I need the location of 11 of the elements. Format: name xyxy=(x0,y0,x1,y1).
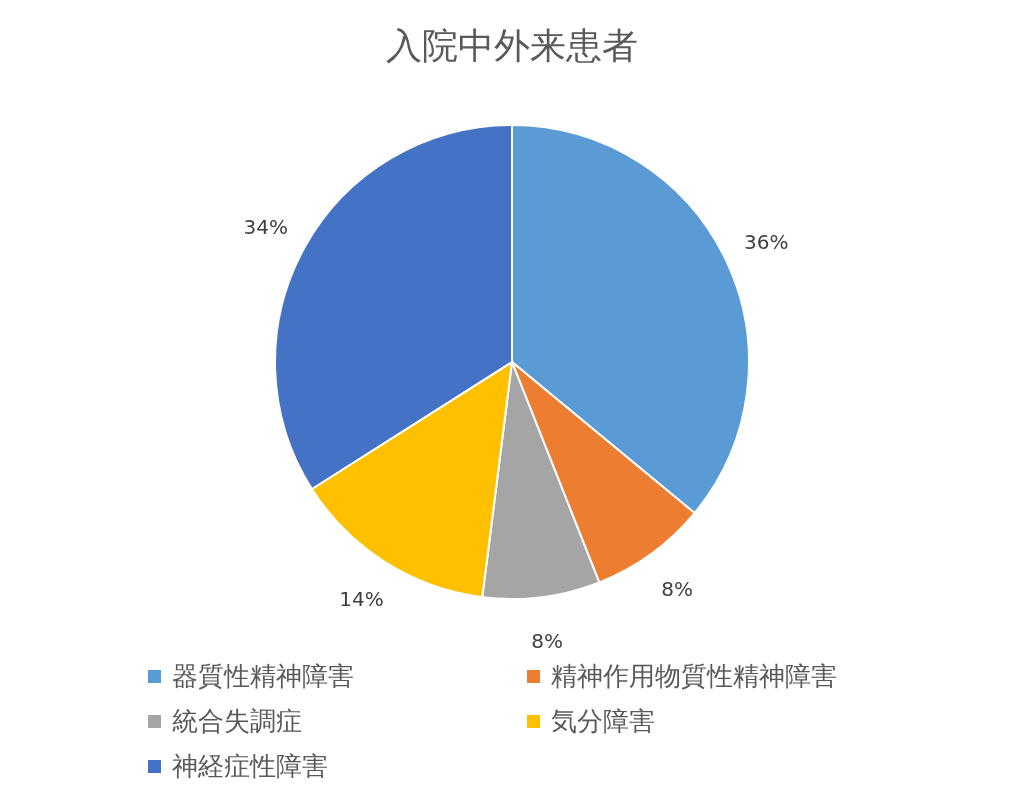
data-label: 34% xyxy=(243,214,288,239)
data-label: 8% xyxy=(531,628,564,653)
data-label: 8% xyxy=(661,577,694,602)
legend-label: 精神作用物質性精神障害 xyxy=(551,661,837,691)
chart-title: 入院中外来患者 xyxy=(386,24,638,66)
data-label: 36% xyxy=(744,230,789,255)
data-label: 14% xyxy=(339,587,384,612)
legend-label: 器質性精神障害 xyxy=(172,661,354,691)
legend-label: 気分障害 xyxy=(551,706,655,736)
legend-label: 統合失調症 xyxy=(172,706,302,736)
legend-label: 神経症性障害 xyxy=(172,751,328,781)
